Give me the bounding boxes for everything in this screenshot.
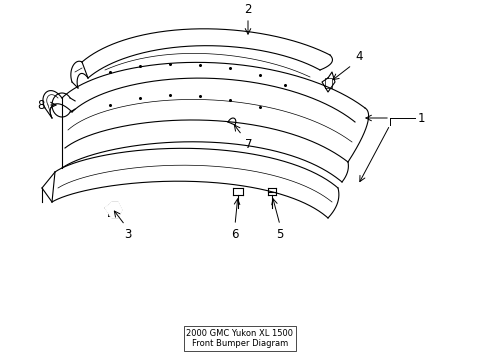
Text: 5: 5	[276, 228, 283, 241]
Text: 8: 8	[38, 99, 45, 112]
Text: 6: 6	[231, 228, 238, 241]
Text: 2000 GMC Yukon XL 1500
Front Bumper Diagram: 2000 GMC Yukon XL 1500 Front Bumper Diag…	[186, 329, 293, 348]
Text: 2: 2	[244, 3, 251, 16]
Text: 3: 3	[124, 228, 131, 241]
Text: 4: 4	[354, 50, 362, 63]
Text: 7: 7	[244, 138, 252, 151]
Text: 1: 1	[417, 112, 425, 125]
Polygon shape	[105, 202, 122, 218]
